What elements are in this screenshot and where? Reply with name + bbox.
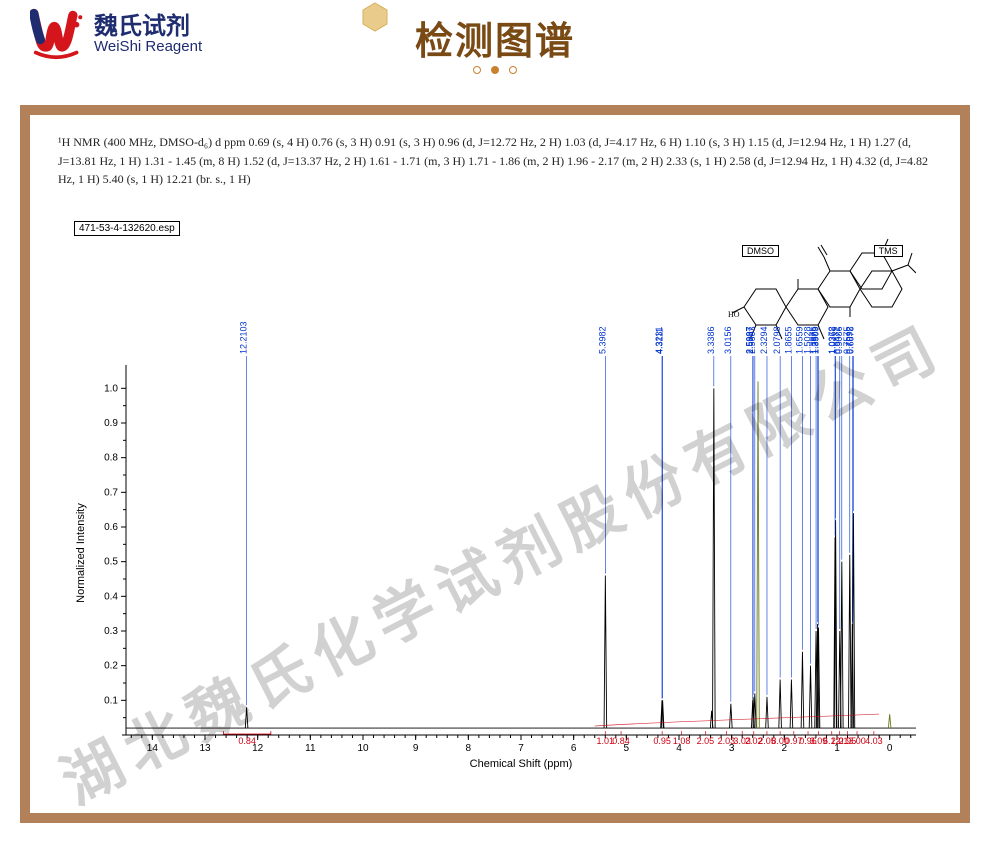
svg-text:1.8655: 1.8655 — [783, 326, 793, 354]
svg-text:0.9: 0.9 — [104, 418, 118, 429]
svg-text:0.6: 0.6 — [104, 522, 118, 533]
svg-text:8: 8 — [466, 743, 472, 754]
content-frame: ¹H NMR (400 MHz, DMSO-d₆) d ppm 0.69 (s,… — [20, 105, 970, 823]
svg-text:5.3982: 5.3982 — [597, 326, 607, 354]
hex-decoration — [360, 2, 390, 32]
svg-text:13: 13 — [199, 743, 211, 754]
svg-text:2.0798: 2.0798 — [772, 326, 782, 354]
svg-text:1.08: 1.08 — [673, 736, 691, 746]
svg-text:0.2: 0.2 — [104, 661, 118, 672]
svg-text:9: 9 — [413, 743, 419, 754]
svg-text:11: 11 — [305, 743, 316, 754]
nmr-text-line: ¹H NMR (400 MHz, DMSO-d₆) d ppm 0.69 (s,… — [58, 135, 928, 186]
svg-text:0.3: 0.3 — [104, 626, 118, 637]
svg-text:3.00: 3.00 — [848, 736, 866, 746]
svg-text:Normalized Intensity: Normalized Intensity — [75, 503, 87, 603]
svg-text:Chemical Shift (ppm): Chemical Shift (ppm) — [470, 758, 573, 770]
svg-text:0.84: 0.84 — [238, 736, 256, 746]
svg-text:0.4: 0.4 — [104, 591, 118, 602]
svg-text:10: 10 — [357, 743, 369, 754]
svg-text:4.03: 4.03 — [865, 736, 883, 746]
svg-text:1.0: 1.0 — [104, 383, 118, 394]
page-title: 检测图谱 — [415, 10, 575, 65]
nmr-description: ¹H NMR (400 MHz, DMSO-d₆) d ppm 0.69 (s,… — [44, 129, 946, 195]
svg-text:6: 6 — [571, 743, 577, 754]
spectrum-filename: 471-53-4-132620.esp — [74, 221, 180, 236]
page-header: 魏氏试剂 WeiShi Reagent 检测图谱 — [0, 0, 990, 85]
solvent-label: TMS — [874, 245, 903, 257]
title-dots — [473, 66, 517, 74]
svg-text:3.0156: 3.0156 — [723, 326, 733, 354]
content-inner: ¹H NMR (400 MHz, DMSO-d₆) d ppm 0.69 (s,… — [44, 129, 946, 799]
brand-name-cn: 魏氏试剂 — [94, 14, 202, 39]
brand-logo: 魏氏试剂 WeiShi Reagent — [30, 8, 202, 60]
svg-text:0.6878: 0.6878 — [845, 326, 855, 354]
svg-text:0: 0 — [887, 743, 893, 754]
svg-text:0.1: 0.1 — [104, 695, 118, 706]
svg-text:2.5603: 2.5603 — [747, 326, 757, 354]
svg-text:0.95: 0.95 — [653, 736, 671, 746]
svg-text:2.3294: 2.3294 — [759, 326, 769, 354]
svg-text:7: 7 — [518, 743, 524, 754]
svg-text:14: 14 — [147, 743, 159, 754]
svg-text:12.2103: 12.2103 — [239, 321, 249, 354]
svg-text:2.05: 2.05 — [697, 736, 715, 746]
brand-name-en: WeiShi Reagent — [94, 39, 202, 55]
brand-logo-mark — [30, 8, 86, 60]
svg-text:0.84: 0.84 — [612, 736, 630, 746]
brand-text: 魏氏试剂 WeiShi Reagent — [94, 14, 202, 55]
svg-text:0.7: 0.7 — [104, 487, 118, 498]
svg-text:0.8: 0.8 — [104, 453, 118, 464]
solvent-label: DMSO — [742, 245, 779, 257]
nmr-plot: 471-53-4-132620.esp 0.1 0.2 0.3 0.4 0.5 0.6 0.… — [68, 221, 928, 781]
svg-text:4.3111: 4.3111 — [655, 328, 665, 354]
svg-text:0.5: 0.5 — [104, 557, 118, 568]
svg-text:1.3509: 1.3509 — [811, 326, 821, 354]
svg-text:3.3386: 3.3386 — [706, 326, 716, 354]
